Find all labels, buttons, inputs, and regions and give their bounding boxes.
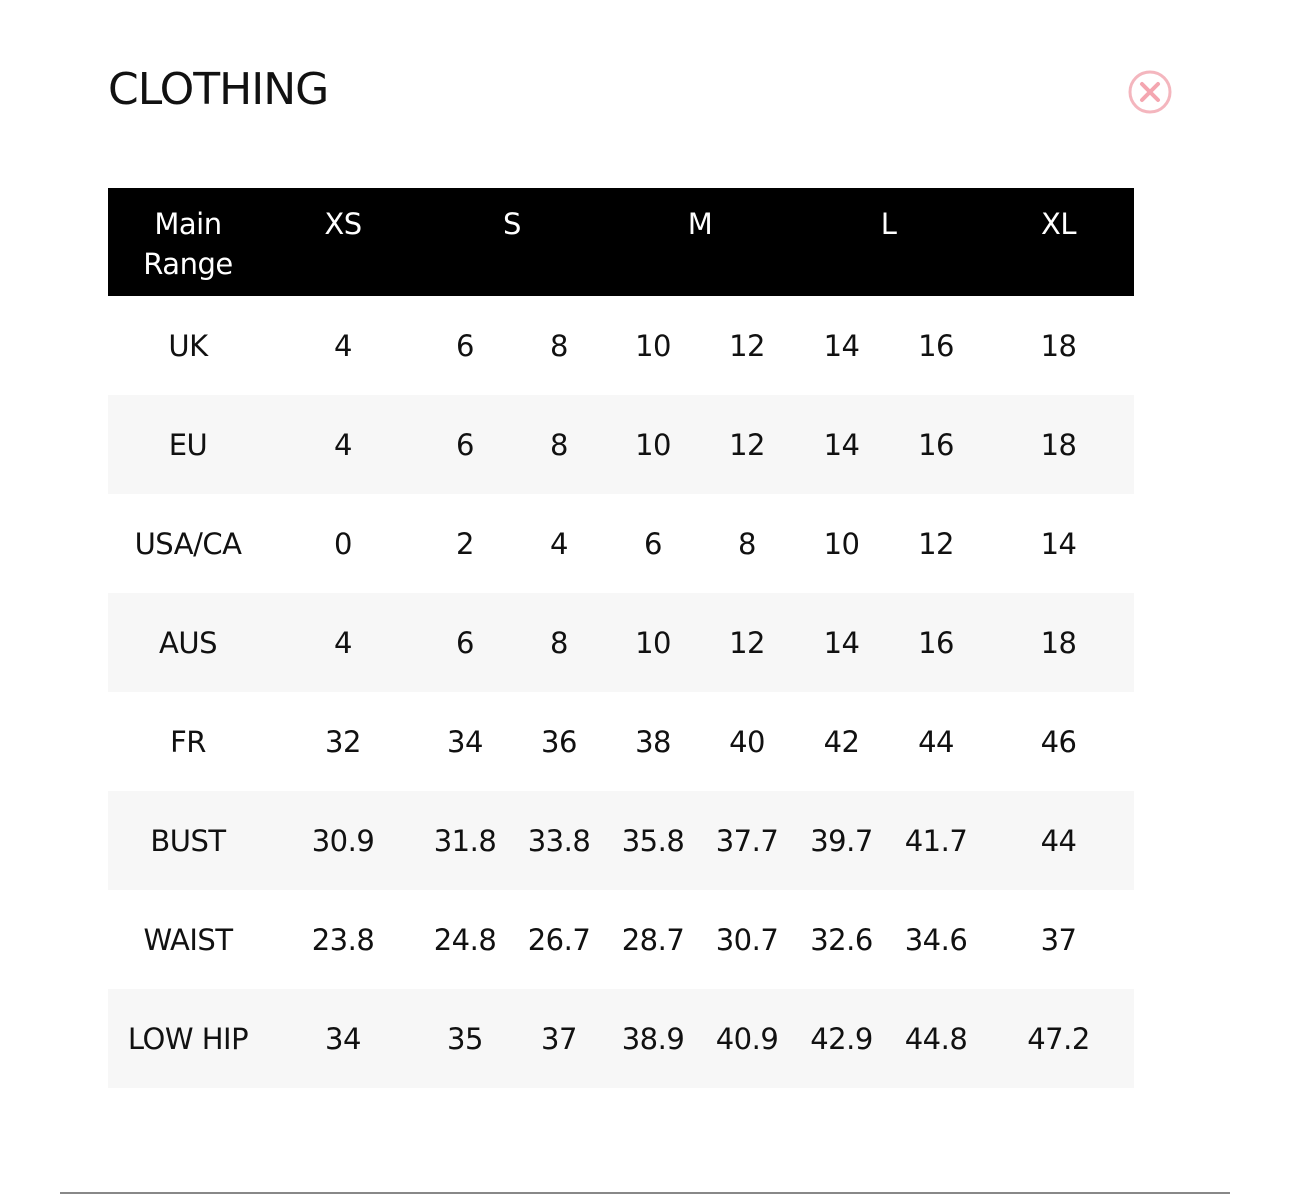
table-cell: 18: [1040, 328, 1077, 363]
table-cell: 4: [334, 328, 352, 363]
table-cell: 4: [334, 625, 352, 660]
table-cell: 30.7: [715, 922, 779, 957]
table-cell: 31.8: [433, 823, 497, 858]
table-cell: 46: [1040, 724, 1077, 759]
table-cell: 14: [1040, 526, 1077, 561]
table-cell: 33.8: [527, 823, 591, 858]
row-label: BUST: [150, 823, 226, 858]
table-cell: 4: [550, 526, 568, 561]
header-label-line1: Main: [154, 207, 222, 241]
table-cell: 37: [541, 1021, 577, 1056]
row-label: LOW HIP: [127, 1021, 249, 1056]
table-cell: 18: [1040, 427, 1077, 462]
table-cell: 47.2: [1027, 1021, 1090, 1056]
table-row: FR 32 34 36 38 40 42 44 46: [108, 692, 1134, 791]
table-row: LOW HIP 34 35 37 38.9 40.9 42.9 44.8 47.2: [108, 989, 1135, 1088]
table-cell: 16: [918, 427, 954, 462]
table-cell: 40.9: [715, 1021, 779, 1056]
table-cell: 6: [456, 427, 474, 462]
table-cell: 32: [325, 724, 361, 759]
close-circle-x-icon: [1128, 70, 1172, 114]
table-cell: 14: [823, 328, 860, 363]
table-cell: 35: [447, 1021, 483, 1056]
row-label: AUS: [159, 625, 217, 660]
table-cell: 44: [918, 724, 954, 759]
table-cell: 41.7: [904, 823, 968, 858]
table-cell: 38: [635, 724, 671, 759]
table-cell: 0: [334, 526, 352, 561]
table-cell: 28.7: [621, 922, 685, 957]
header-size-m: M: [687, 207, 713, 241]
table-row: WAIST 23.8 24.8 26.7 28.7 30.7 32.6 34.6 37: [108, 890, 1134, 989]
table-cell: 42: [823, 724, 860, 759]
table-cell: 2: [456, 526, 474, 561]
table-cell: 32.6: [810, 922, 873, 957]
table-cell: 42.9: [810, 1021, 873, 1056]
table-cell: 12: [729, 427, 765, 462]
table-cell: 14: [823, 427, 860, 462]
table-cell: 34: [447, 724, 483, 759]
table-cell: 18: [1040, 625, 1077, 660]
table-cell: 34: [325, 1021, 361, 1056]
table-cell: 44.8: [904, 1021, 968, 1056]
table-cell: 23.8: [311, 922, 375, 957]
table-row: UK 4 6 8 10 12 14 16 18: [108, 296, 1134, 395]
table-cell: 10: [635, 427, 671, 462]
row-label: FR: [170, 724, 206, 759]
table-cell: 8: [550, 328, 568, 363]
table-cell: 38.9: [621, 1021, 685, 1056]
table-cell: 6: [456, 328, 474, 363]
header-size-l: L: [880, 207, 897, 241]
header-size-s: S: [503, 207, 521, 241]
table-cell: 6: [456, 625, 474, 660]
row-label: USA/CA: [134, 526, 242, 561]
close-button[interactable]: [1127, 69, 1173, 115]
row-label: WAIST: [143, 922, 233, 957]
table-row: BUST 30.9 31.8 33.8 35.8 37.7 39.7 41.7 44: [108, 791, 1135, 890]
table-cell: 8: [550, 427, 568, 462]
table-cell: 44: [1040, 823, 1077, 858]
table-cell: 4: [334, 427, 352, 462]
table-header: Main Range XS S M L XL: [108, 188, 1135, 296]
table-row: AUS 4 6 8 10 12 14 16 18: [108, 593, 1135, 692]
table-cell: 37: [1040, 922, 1077, 957]
table-cell: 24.8: [433, 922, 497, 957]
table-cell: 6: [644, 526, 662, 561]
table-cell: 35.8: [621, 823, 685, 858]
table-cell: 14: [823, 625, 860, 660]
table-cell: 12: [729, 625, 765, 660]
header-label-line2: Range: [143, 247, 233, 281]
row-label: EU: [168, 427, 208, 462]
size-chart-table: Main Range XS S M L XL UK 4 6 8 10 12 14 16 18 EU 4 6 8 10…: [108, 188, 1135, 1088]
table-cell: 37.7: [715, 823, 779, 858]
divider: [60, 1192, 1230, 1194]
table-cell: 16: [918, 625, 954, 660]
table-cell: 40: [729, 724, 765, 759]
table-cell: 34.6: [904, 922, 968, 957]
header-size-xl: XL: [1041, 207, 1077, 241]
table-cell: 12: [729, 328, 765, 363]
table-row: EU 4 6 8 10 12 14 16 18: [108, 395, 1135, 494]
table-cell: 16: [918, 328, 954, 363]
header-size-xs: XS: [324, 207, 362, 241]
table-cell: 10: [635, 625, 671, 660]
table-cell: 8: [550, 625, 568, 660]
table-cell: 8: [738, 526, 756, 561]
table-cell: 10: [823, 526, 860, 561]
table-cell: 26.7: [527, 922, 591, 957]
table-cell: 12: [918, 526, 954, 561]
row-label: UK: [168, 328, 208, 363]
table-cell: 10: [635, 328, 671, 363]
table-row: USA/CA 0 2 4 6 8 10 12 14: [108, 494, 1134, 593]
table-cell: 39.7: [810, 823, 873, 858]
table-cell: 30.9: [311, 823, 375, 858]
header-main-range: Main Range: [108, 188, 268, 296]
table-cell: 36: [541, 724, 577, 759]
page-title: CLOTHING: [108, 64, 329, 115]
